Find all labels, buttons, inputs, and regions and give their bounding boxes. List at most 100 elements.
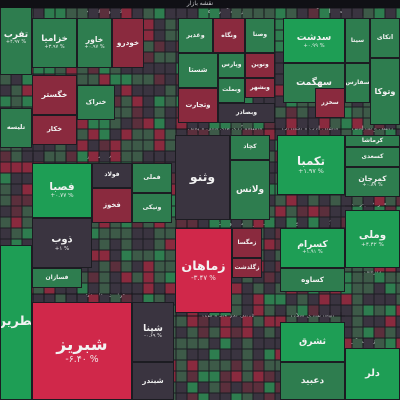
stock-tile[interactable]: شبریز -۶.۴۰ % xyxy=(32,302,132,400)
mosaic-cell xyxy=(77,118,88,129)
stock-tile[interactable]: فسازان xyxy=(32,268,82,288)
mosaic-cell xyxy=(308,118,319,129)
stock-tile[interactable]: زماهان -۳.۴۷ % xyxy=(175,228,232,313)
stock-tile[interactable]: وغدیر xyxy=(178,18,213,53)
stock-tile[interactable]: ونگاه xyxy=(213,18,245,53)
stock-tile[interactable]: خاور +۰.۹۷ % xyxy=(77,18,112,68)
stock-tile[interactable]: زگلدشت xyxy=(232,258,262,278)
stock-tile[interactable]: سدشت +۰.۹۹ % xyxy=(283,18,345,63)
stock-tile[interactable]: ختراک xyxy=(77,85,115,120)
mosaic-cell xyxy=(264,316,275,327)
mosaic-cell xyxy=(121,294,132,305)
stock-tile[interactable]: سیتا xyxy=(345,18,370,63)
stock-tile[interactable]: کرماشا xyxy=(345,135,400,147)
mosaic-cell xyxy=(121,250,132,261)
mosaic-cell xyxy=(231,349,242,360)
mosaic-cell xyxy=(220,382,231,393)
mosaic-cell xyxy=(308,305,319,316)
treemap-title[interactable]: نقشه بازار xyxy=(0,0,400,8)
stock-symbol: وثنو xyxy=(189,169,216,185)
stock-tile[interactable]: کسعدی xyxy=(345,147,400,167)
mosaic-cell xyxy=(220,8,231,19)
stock-tile[interactable]: سفارس xyxy=(345,63,370,103)
stock-tile[interactable]: وبصادر xyxy=(218,103,275,123)
stock-tile[interactable]: ذوب +۱ % xyxy=(32,218,92,268)
stock-tile[interactable]: کسرام +۱.۹۱ % xyxy=(280,228,345,268)
stock-tile[interactable]: خگستر xyxy=(32,75,77,115)
mosaic-cell xyxy=(330,217,341,228)
mosaic-cell xyxy=(264,360,275,371)
stock-tile[interactable]: وتوکا xyxy=(370,58,400,125)
mosaic-cell xyxy=(231,8,242,19)
stock-tile[interactable]: شبندر xyxy=(132,362,174,400)
stock-tile[interactable]: ثشرق xyxy=(280,322,345,362)
stock-tile[interactable]: وبملت xyxy=(218,78,245,103)
stock-tile[interactable]: تلیسه xyxy=(0,108,32,148)
mosaic-cell xyxy=(363,129,374,140)
mosaic-cell xyxy=(154,283,165,294)
stock-change: +۴.۴۲ % xyxy=(361,241,384,248)
stock-tile[interactable]: شستا xyxy=(178,53,218,88)
mosaic-cell xyxy=(143,239,154,250)
mosaic-cell xyxy=(220,118,231,129)
stock-tile[interactable]: وبشهر xyxy=(245,78,275,98)
stock-tile[interactable]: وثنو xyxy=(175,135,230,220)
mosaic-cell xyxy=(231,327,242,338)
mosaic-cell xyxy=(110,74,121,85)
stock-tile[interactable]: فخوز xyxy=(92,188,132,223)
stock-tile[interactable]: نطرین xyxy=(0,245,32,400)
mosaic-cell xyxy=(209,8,220,19)
mosaic-cell xyxy=(154,85,165,96)
mosaic-cell xyxy=(220,371,231,382)
mosaic-cell xyxy=(132,129,143,140)
stock-tile[interactable]: فصبا +۰.۷۷ % xyxy=(32,163,92,218)
mosaic-cell xyxy=(11,151,22,162)
stock-tile[interactable]: خکار xyxy=(32,115,77,145)
stock-tile[interactable]: وتجارت xyxy=(178,88,218,123)
mosaic-cell xyxy=(297,107,308,118)
stock-tile[interactable]: دلر xyxy=(345,348,400,400)
mosaic-cell xyxy=(264,261,275,272)
stock-tile[interactable]: کمرجان +۰.۸۹ % xyxy=(345,167,400,197)
stock-tile[interactable]: ونوین xyxy=(245,53,275,78)
mosaic-cell xyxy=(198,349,209,360)
stock-tile[interactable]: فملی xyxy=(132,163,172,193)
mosaic-cell xyxy=(374,8,385,19)
stock-change: +۰.۷۷ % xyxy=(50,193,74,200)
stock-tile[interactable]: وصنا xyxy=(245,18,275,53)
stock-tile[interactable]: زمگسا xyxy=(232,228,262,258)
stock-tile[interactable]: تفرب +۴.۹۷ % xyxy=(0,0,32,75)
mosaic-cell xyxy=(110,129,121,140)
stock-tile[interactable]: تکمبا +۱.۹۷ % xyxy=(277,135,345,195)
stock-tile[interactable]: ولانس xyxy=(230,160,270,220)
stock-symbol: وتجارت xyxy=(185,100,211,109)
mosaic-cell xyxy=(352,305,363,316)
mosaic-cell xyxy=(286,294,297,305)
stock-tile[interactable]: وملی +۴.۴۲ % xyxy=(345,210,400,268)
mosaic-cell xyxy=(242,305,253,316)
stock-tile[interactable]: شپنا -۰.۶۹ % xyxy=(132,302,174,362)
mosaic-cell xyxy=(132,8,143,19)
stock-tile[interactable]: کساوه xyxy=(280,268,345,292)
stock-tile[interactable]: وپارس xyxy=(218,53,245,78)
stock-tile[interactable]: خودرو xyxy=(112,18,144,68)
stock-symbol: سدشت xyxy=(296,31,332,43)
mosaic-cell xyxy=(154,151,165,162)
mosaic-cell xyxy=(352,129,363,140)
stock-tile[interactable]: خزامیا +۳.۹۷ % xyxy=(32,18,77,68)
mosaic-cell xyxy=(132,250,143,261)
stock-tile[interactable]: اتکای xyxy=(370,18,400,58)
mosaic-cell xyxy=(385,8,396,19)
stock-symbol: تکمبا xyxy=(297,153,325,168)
mosaic-cell xyxy=(352,195,363,206)
mosaic-cell xyxy=(99,118,110,129)
stock-tile[interactable]: سخزر xyxy=(315,88,345,118)
mosaic-cell xyxy=(99,74,110,85)
mosaic-cell xyxy=(154,272,165,283)
stock-tile[interactable]: کچاد xyxy=(230,135,270,160)
stock-tile[interactable]: دعبید xyxy=(280,362,345,400)
mosaic-cell xyxy=(0,184,11,195)
stock-tile[interactable]: فولاد xyxy=(92,163,132,188)
mosaic-cell xyxy=(165,30,176,41)
stock-tile[interactable]: ونیکی xyxy=(132,193,172,223)
